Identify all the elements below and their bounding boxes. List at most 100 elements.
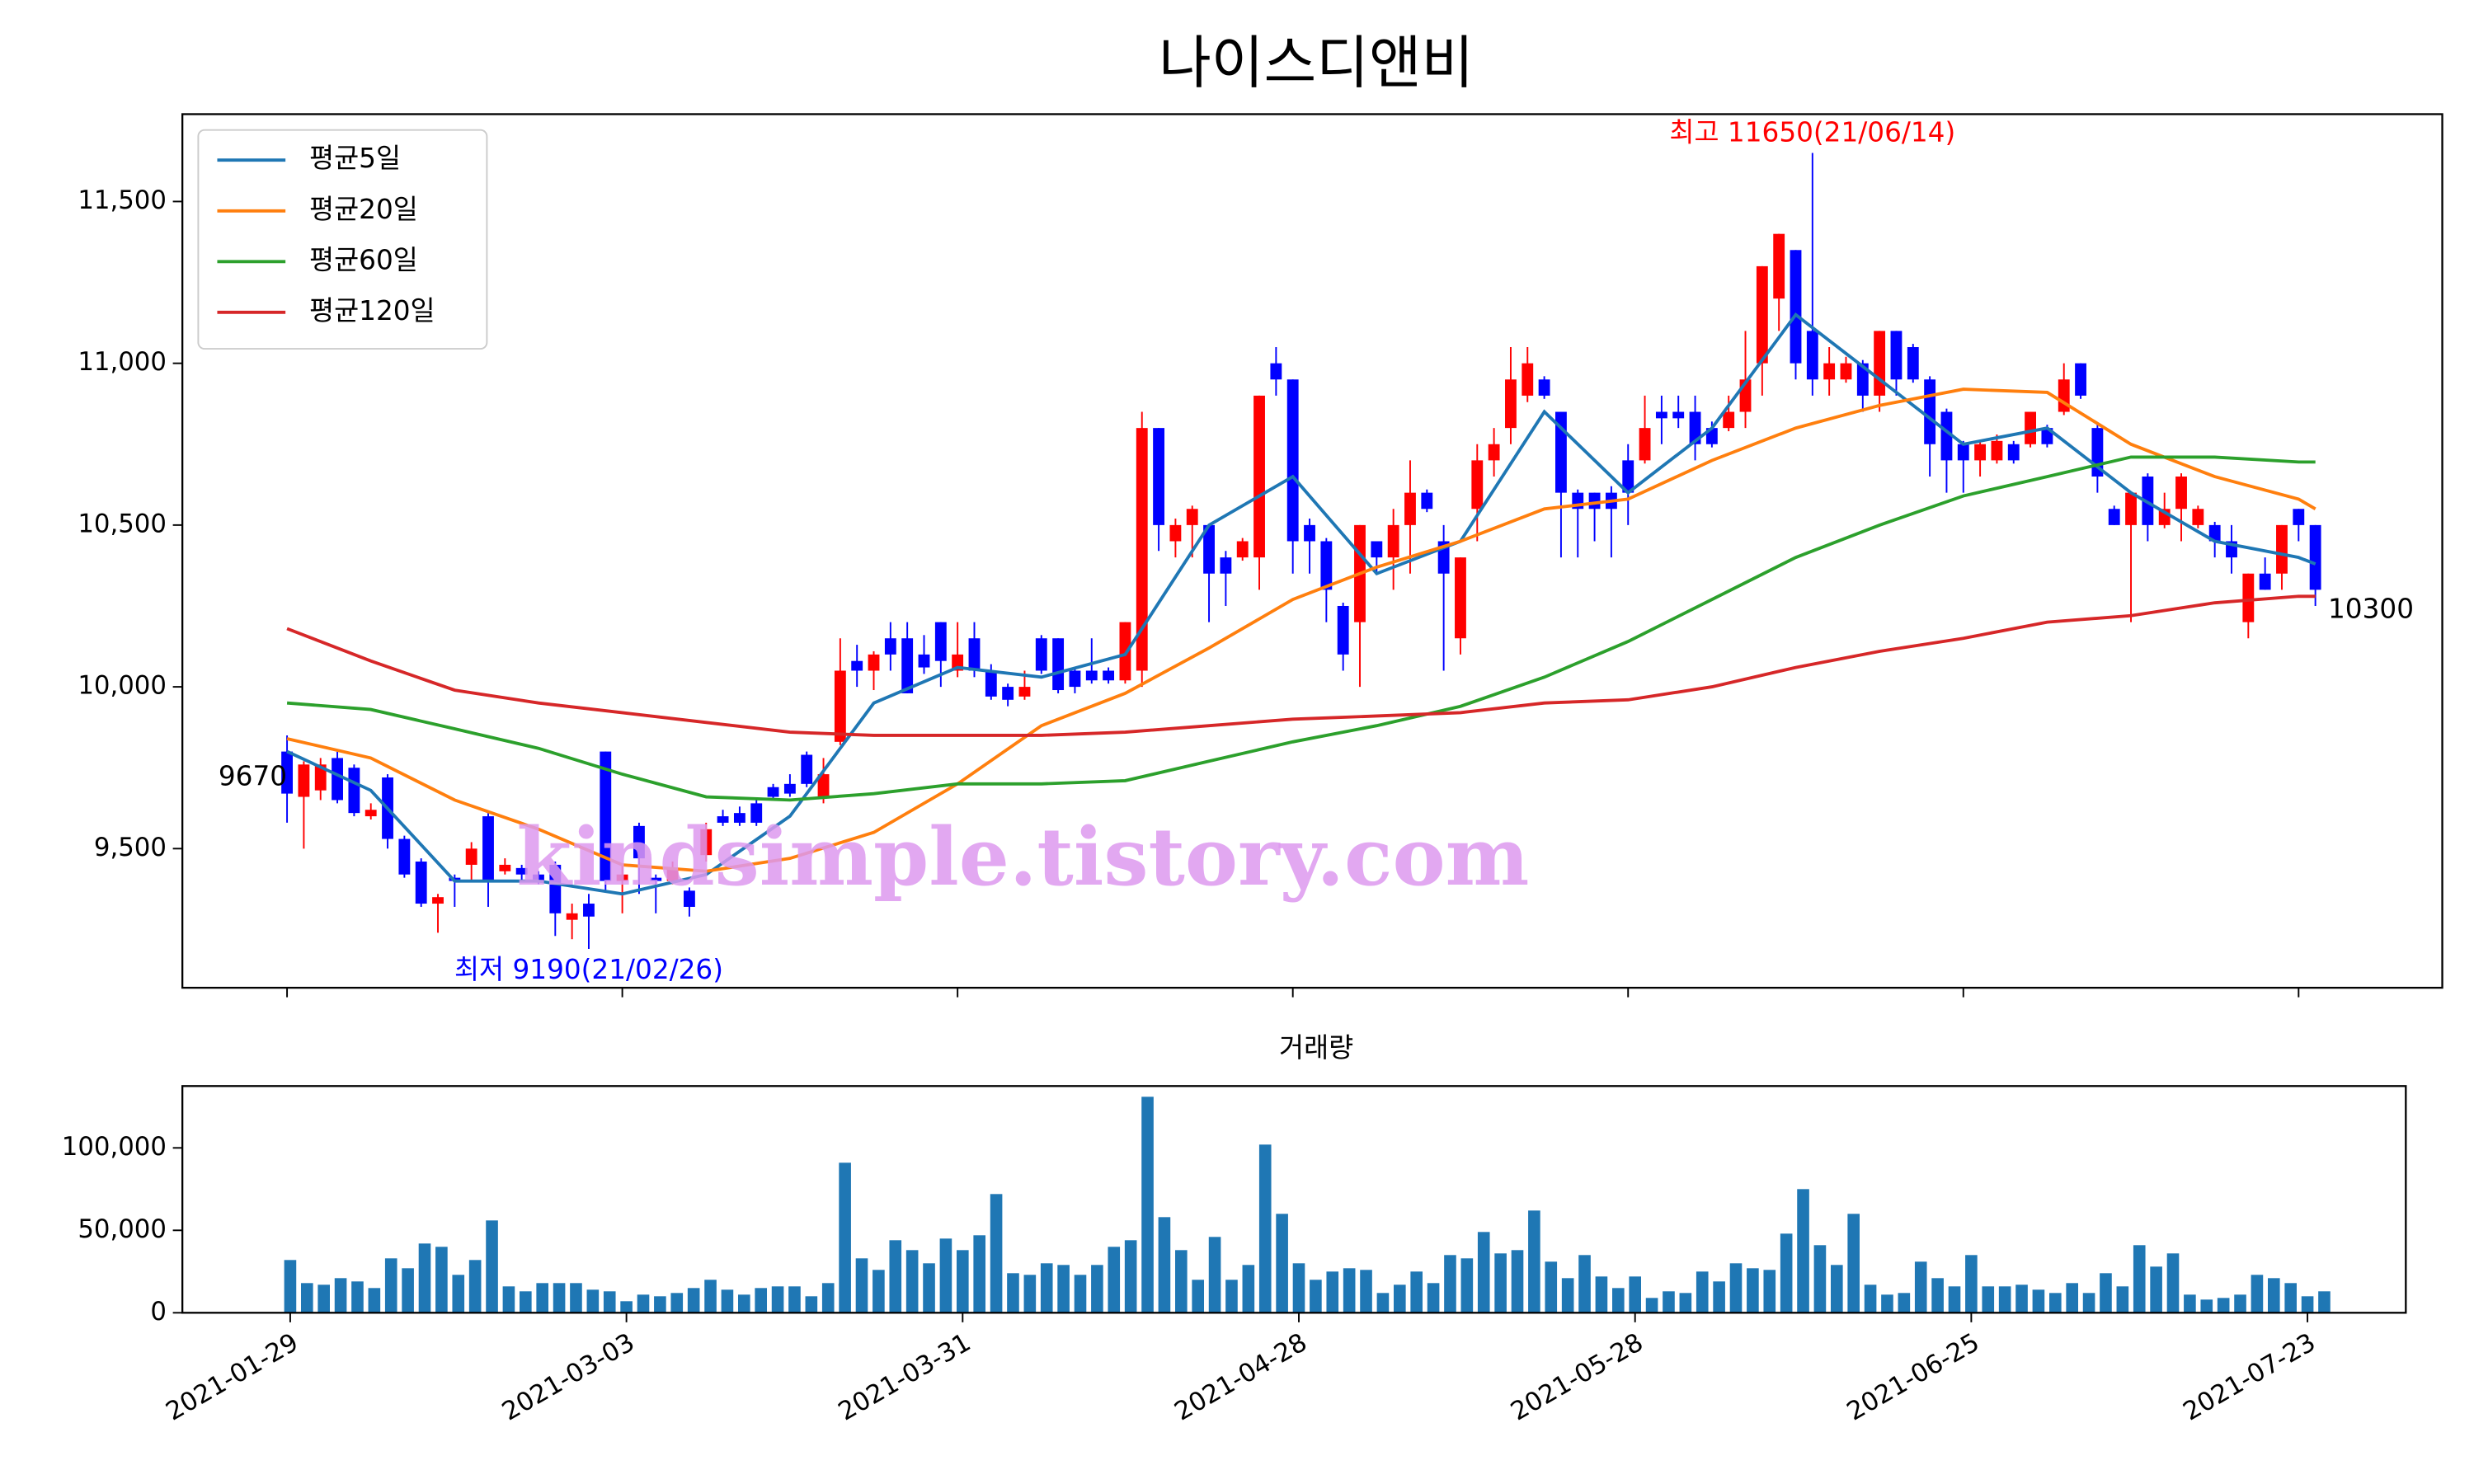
candle-body [700,829,713,856]
candle-body [1035,638,1047,671]
candle-body [1337,605,1349,655]
candle-body [1103,670,1115,681]
volume-bar [788,1286,801,1313]
volume-bar [1376,1293,1390,1313]
candle-body [1488,444,1500,461]
volume-bar [855,1258,868,1313]
volume-bar [1276,1214,1288,1313]
candle-body [1153,428,1164,525]
ma-line [286,387,2316,873]
candle-body [1018,687,1031,697]
candle-body [566,913,578,920]
volume-bar [1360,1270,1372,1313]
candle-body [2276,524,2288,574]
candle-body [533,874,544,881]
candle-body [1672,411,1685,419]
volume-bar [957,1250,969,1313]
candle-body [1890,331,1903,380]
volume-bar [418,1243,431,1313]
volume-bar [1427,1283,1440,1313]
volume-bar [2116,1286,2129,1313]
volume-bar [1797,1189,1809,1313]
candle-body [1286,379,1299,542]
volume-bar [839,1162,851,1313]
volume-bar [620,1301,633,1313]
candle-body [2259,573,2271,590]
candle-body [2192,509,2204,525]
volume-bar [2200,1299,2213,1313]
candle-body [2125,492,2137,525]
candle-body [817,774,830,797]
candle-body [901,638,914,693]
volume-bar [334,1278,347,1313]
volume-bar [654,1296,666,1313]
volume-bar [670,1293,684,1313]
volume-bar [704,1280,717,1313]
candle-body [1689,411,1701,444]
candle-body [1270,363,1282,380]
candle-body [1186,509,1198,525]
volume-bar [1864,1284,1877,1313]
chart-title: 나이스디앤비 [1159,31,1474,96]
candle-body [1220,557,1232,574]
ma-line [286,455,2316,802]
volume-bar [486,1220,498,1313]
legend-label: 평균120일 [309,295,435,326]
volume-bar [1124,1240,1137,1313]
annotation: 최고 11650(21/06/14) [1669,116,1955,148]
ma-line [286,312,2316,896]
y-tick-label: 9,500 [94,833,167,862]
volume-bar [2100,1273,2112,1313]
volume-bar [1108,1247,1121,1313]
volume-bar [923,1263,935,1313]
volume-bar [1310,1280,1322,1313]
volume-bar [1477,1232,1490,1313]
volume-bar [1713,1281,1725,1313]
candle-body [2175,477,2187,510]
legend-box [197,129,488,350]
volume-bar [1645,1298,1658,1313]
volume-bar [637,1294,650,1313]
candle-body [432,897,444,904]
candle-body [1069,670,1081,688]
plot-frame [181,113,2443,989]
volume-bar [1192,1280,1204,1313]
candle-body [281,751,293,794]
candle-body [1052,638,1065,691]
candle-body [398,838,411,875]
candle-body [1856,363,1869,396]
volume-bar [1528,1210,1540,1313]
volume-bar [755,1288,767,1313]
candle-body [851,660,863,671]
volume-bar [2301,1296,2314,1313]
volume-bar [2150,1266,2162,1313]
candle-body [1404,492,1416,525]
volume-bar [1898,1293,1911,1313]
candle-body [1387,524,1399,558]
volume-bar [771,1286,784,1313]
annotation: 9670 [219,760,287,791]
volume-bar [1242,1265,1255,1313]
candle-body [1538,379,1550,396]
annotation: 최저 9190(21/02/26) [454,954,723,985]
candle-body [1940,411,1953,461]
volume-bar [452,1275,465,1313]
volume-title: 거래량 [1279,1032,1353,1064]
volume-bar [738,1294,750,1313]
legend-label: 평균5일 [309,143,401,174]
legend-label: 평균60일 [309,244,418,275]
volume-bar [1696,1271,1709,1313]
volume-bar [317,1284,330,1313]
volume-bar [502,1286,515,1313]
volume-bar [1326,1271,1339,1313]
volume-bar [468,1260,482,1313]
candle-body [2075,363,2086,396]
volume-bar [1091,1265,1103,1313]
candle-body [1421,492,1433,510]
candle-body [1840,363,1852,380]
volume-bar [1394,1284,1406,1313]
volume-bar [990,1194,1003,1313]
